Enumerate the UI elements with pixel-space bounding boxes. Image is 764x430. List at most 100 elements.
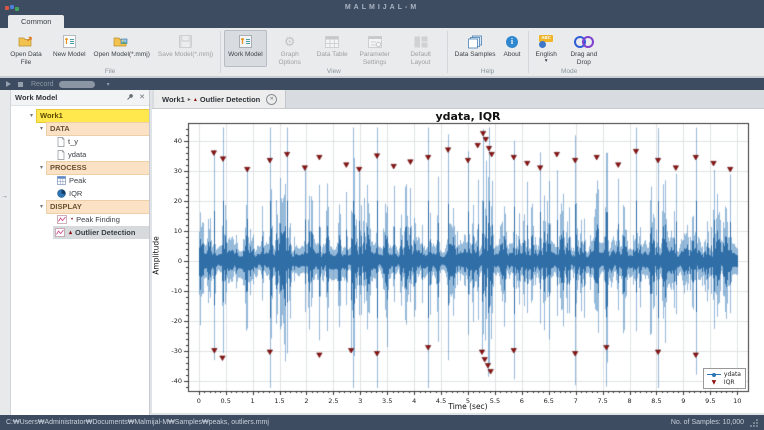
work-model-button[interactable]: Work Model — [224, 30, 267, 67]
tab-arrow-icon: ▸ — [187, 96, 191, 103]
new-model-button[interactable]: New Model — [49, 30, 90, 67]
tree-root-label: Work1 — [36, 108, 149, 123]
y-tick-label: -20 — [171, 316, 182, 325]
default-layout-button: Default Layout — [398, 30, 444, 67]
tree-item-label: Outlier Detection — [75, 228, 136, 237]
item-bullet: ▴ — [69, 230, 73, 236]
x-tick-label: 9.5 — [705, 397, 716, 405]
x-tick-label: 5.5 — [489, 397, 501, 405]
x-tick-label: 10 — [733, 397, 742, 405]
ribbon-button-label: Graph Options — [278, 51, 301, 66]
chevron-down-icon[interactable]: ▾ — [39, 126, 43, 132]
tab-title: Outlier Detection — [199, 94, 261, 104]
legend: ydata ▼ IQR — [702, 368, 746, 389]
y-tick-label: 40 — [173, 136, 182, 145]
y-tick-label: 10 — [173, 226, 182, 235]
status-bar: C:₩Users₩Administrator₩Documents₩Malmija… — [0, 415, 764, 430]
x-tick-label: 7 — [573, 397, 578, 405]
table-icon — [57, 176, 66, 185]
record-toolbar: Record ▾ — [0, 78, 764, 90]
tree-item-t-y[interactable]: t_y — [11, 135, 149, 148]
graph-options-button: ⚙ Graph Options — [267, 30, 313, 67]
item-bullet: • — [71, 216, 74, 223]
tree-item-peak-finding[interactable]: • Peak Finding — [11, 213, 149, 226]
about-button[interactable]: i About — [500, 30, 525, 67]
y-tick-label: 0 — [177, 256, 182, 265]
tree-item-work1[interactable]: ▾ Work1 — [11, 108, 149, 123]
data-table-button: Data Table — [313, 30, 352, 67]
expand-panel-arrow-icon[interactable]: → — [1, 193, 8, 200]
x-tick-label: 4.5 — [435, 397, 447, 405]
record-toggle[interactable] — [58, 80, 95, 88]
stop-icon[interactable] — [18, 81, 23, 87]
tree-item-label: IQR — [69, 189, 83, 198]
close-icon[interactable]: ✕ — [139, 94, 145, 101]
play-icon[interactable] — [6, 81, 11, 87]
legend-label: IQR — [723, 379, 735, 386]
ribbon-button-label: New Model — [53, 51, 86, 58]
chart-title: ydata, IQR — [435, 110, 501, 123]
x-tick-label: 0.5 — [220, 397, 231, 405]
panel-splitter[interactable] — [150, 90, 152, 415]
file-icon — [57, 149, 65, 160]
language-abc-icon: ABC — [539, 32, 554, 51]
tree-section-process[interactable]: ▾ PROCESS — [11, 160, 149, 175]
app-logo-icon — [5, 5, 19, 11]
model-tree: ▾ Work1 ▾ DATA t_y ydata ▾ PROCESS Peak — [11, 106, 149, 415]
tab-close-icon[interactable]: ✕ — [266, 93, 278, 105]
title-bar: MALMIJAL-M — [0, 0, 764, 14]
tree-item-outlier-detection[interactable]: ▴ Outlier Detection — [11, 226, 149, 239]
signal-plot-canvas — [152, 109, 764, 413]
tab-prefix: Work1 — [162, 94, 185, 104]
y-tick-label: -30 — [171, 346, 182, 355]
open-data-file-button[interactable]: Open Data File — [3, 30, 49, 67]
data-samples-button[interactable]: Data Samples — [451, 30, 500, 67]
parameter-settings-button: Parameter Settings — [352, 30, 398, 67]
tree-item-peak[interactable]: Peak — [11, 174, 149, 187]
new-model-icon — [62, 32, 76, 51]
drag-and-drop-button[interactable]: Drag and Drop — [561, 30, 607, 67]
x-tick-label: 8.5 — [651, 397, 662, 405]
tab-outlier-detection[interactable]: Work1 ▸ ▴ Outlier Detection ✕ — [154, 90, 287, 108]
x-tick-label: 3 — [358, 397, 363, 405]
x-tick-label: 0 — [196, 397, 201, 405]
triangle-down-icon: ▼ — [711, 378, 717, 386]
x-axis-label: Time (sec) — [448, 402, 488, 411]
tree-section-data[interactable]: ▾ DATA — [11, 121, 149, 136]
main-area: → Work Model ✕ ▾ Work1 ▾ DATA t_y — [0, 90, 764, 415]
ribbon-separator — [446, 31, 448, 73]
tree-item-ydata[interactable]: ydata — [11, 148, 149, 161]
line-marker-icon — [706, 372, 721, 377]
pin-icon[interactable] — [126, 93, 134, 103]
open-model-icon — [113, 32, 130, 51]
ribbon-button-label: Save Model(*.mmj) — [157, 51, 214, 58]
x-tick-label: 4 — [412, 397, 417, 405]
ribbon-button-label: Work Model — [228, 51, 263, 58]
chevron-down-icon[interactable]: ▾ — [29, 113, 33, 119]
chevron-down-icon[interactable]: ▾ — [39, 204, 43, 210]
ribbon-button-label: Open Data File — [10, 51, 42, 66]
ribbon-separator — [220, 31, 222, 73]
ribbon-button-label: Parameter Settings — [359, 51, 390, 66]
ribbon-button-label: About — [503, 51, 521, 58]
window-title: MALMIJAL-M — [344, 3, 420, 11]
tree-item-label: Peak Finding — [76, 215, 120, 224]
x-tick-label: 1 — [250, 397, 255, 405]
x-tick-label: 5 — [465, 397, 471, 405]
chart-panel: ydata, IQR Amplitude Time (sec) 0 0.5 1 1.5… — [152, 109, 764, 413]
tab-common[interactable]: Common — [8, 15, 65, 28]
tree-section-display[interactable]: ▾ DISPLAY — [11, 199, 149, 214]
open-model-button[interactable]: Open Model(*.mmj) — [90, 30, 154, 67]
resize-grip[interactable] — [750, 418, 758, 427]
x-tick-label: 7.5 — [597, 397, 608, 405]
language-button[interactable]: ABC English ▾ — [532, 30, 561, 67]
legend-label: ydata — [723, 371, 741, 378]
ribbon-separator — [527, 31, 529, 73]
ribbon-button-label: Drag and Drop — [570, 51, 598, 66]
save-model-icon — [179, 32, 192, 51]
chevron-down-icon[interactable]: ▾ — [39, 165, 43, 171]
ribbon-button-label: Default Layout — [410, 51, 431, 66]
tree-item-iqr[interactable]: IQR — [11, 187, 149, 200]
tree-item-label: Peak — [69, 176, 87, 185]
chevron-down-icon[interactable]: ▾ — [106, 81, 110, 88]
